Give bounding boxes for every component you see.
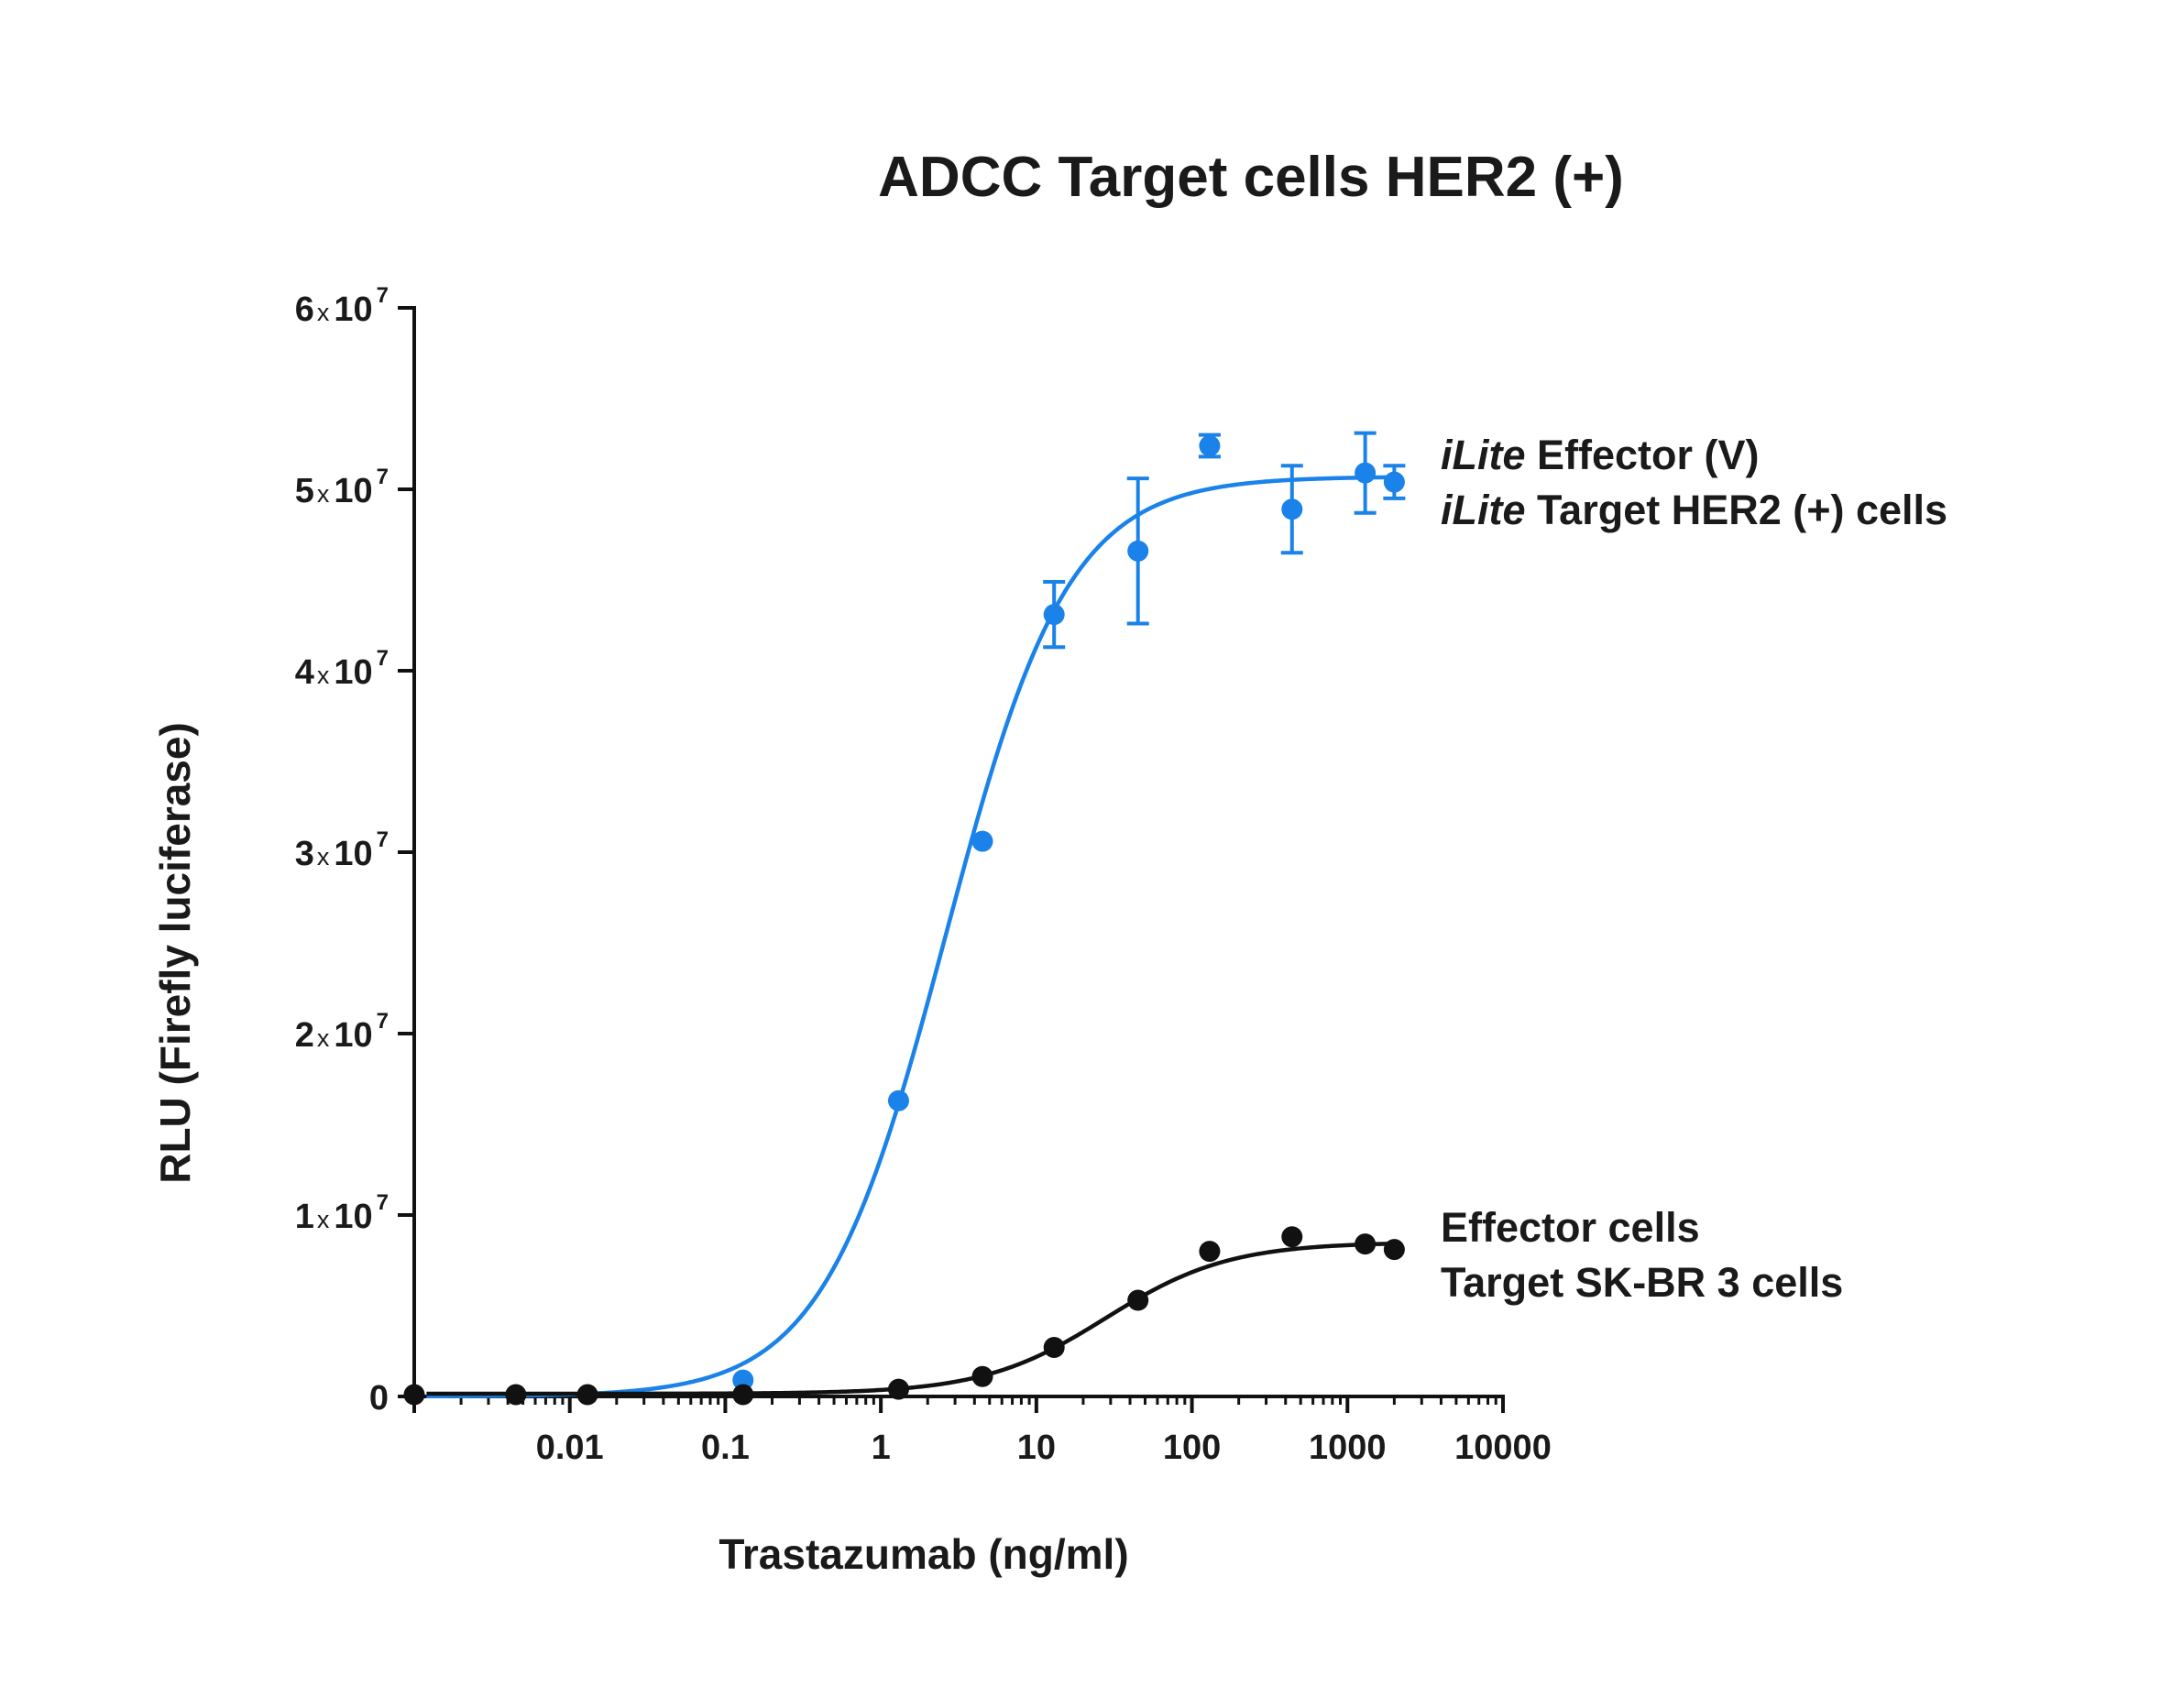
data-point <box>1383 1239 1405 1261</box>
series-label: Target SK-BR 3 cells <box>1441 1259 1843 1306</box>
data-point <box>1043 1337 1065 1359</box>
y-tick-label: 1 x 10 7 <box>295 1190 389 1236</box>
series-label: iLite Effector (V) <box>1441 432 1760 478</box>
y-tick-label: 6 x 10 7 <box>295 283 389 329</box>
fit-curve <box>426 1241 1395 1396</box>
data-point <box>732 1369 754 1391</box>
x-tick-label: 0.1 <box>701 1429 750 1467</box>
data-point <box>887 1089 909 1111</box>
fit-curve <box>426 475 1395 1399</box>
data-point <box>1281 498 1303 520</box>
x-tick-label: 1 <box>872 1429 891 1467</box>
data-point <box>576 1384 598 1406</box>
data-point <box>1383 471 1405 493</box>
data-point <box>403 1384 425 1406</box>
data-point <box>732 1384 754 1406</box>
y-tick-label: 5 x 10 7 <box>295 465 389 510</box>
series-label: Effector cells <box>1441 1204 1700 1251</box>
data-point <box>1043 604 1065 626</box>
series-labels: iLite Effector (V) iLite Target HER2 (+) … <box>1441 432 1947 1306</box>
axes: 0.01 0.1 1 10 100 1000 10000 0 1 x 10 7 2 x 10 7 3 x 10 7 4 x… <box>295 283 1552 1467</box>
chart-title: ADCC Target cells HER2 (+) <box>878 146 1624 209</box>
data-point <box>1127 1289 1149 1311</box>
error-bars <box>1043 431 1406 650</box>
x-tick-label: 10000 <box>1454 1429 1552 1467</box>
y-tick-label: 3 x 10 7 <box>295 827 389 873</box>
data-point <box>1199 434 1221 456</box>
x-tick-label: 10 <box>1017 1429 1056 1467</box>
data-point <box>1199 1241 1221 1263</box>
data-point <box>1281 1226 1303 1248</box>
x-tick-label: 100 <box>1163 1429 1221 1467</box>
data-point <box>971 830 993 852</box>
y-tick-label: 0 <box>369 1379 389 1418</box>
x-tick-label: 0.01 <box>536 1429 604 1467</box>
y-axis-title: RLU (Firefly luciferase) <box>151 722 199 1184</box>
data-point <box>505 1384 527 1406</box>
data-points <box>403 434 1405 1406</box>
data-point <box>887 1378 909 1400</box>
y-tick-label: 2 x 10 7 <box>295 1009 389 1055</box>
data-point <box>1355 1233 1377 1255</box>
fit-curves <box>426 475 1395 1399</box>
x-axis-title: Trastazumab (ng/ml) <box>719 1530 1128 1578</box>
data-point <box>971 1365 993 1387</box>
data-point <box>1127 540 1149 562</box>
data-point <box>1355 462 1377 484</box>
y-tick-label: 4 x 10 7 <box>295 646 389 692</box>
x-tick-label: 1000 <box>1309 1429 1387 1467</box>
series-label: iLite Target HER2 (+) cells <box>1441 487 1947 533</box>
